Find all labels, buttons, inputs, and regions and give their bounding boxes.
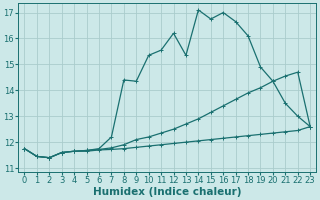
X-axis label: Humidex (Indice chaleur): Humidex (Indice chaleur) bbox=[93, 187, 242, 197]
